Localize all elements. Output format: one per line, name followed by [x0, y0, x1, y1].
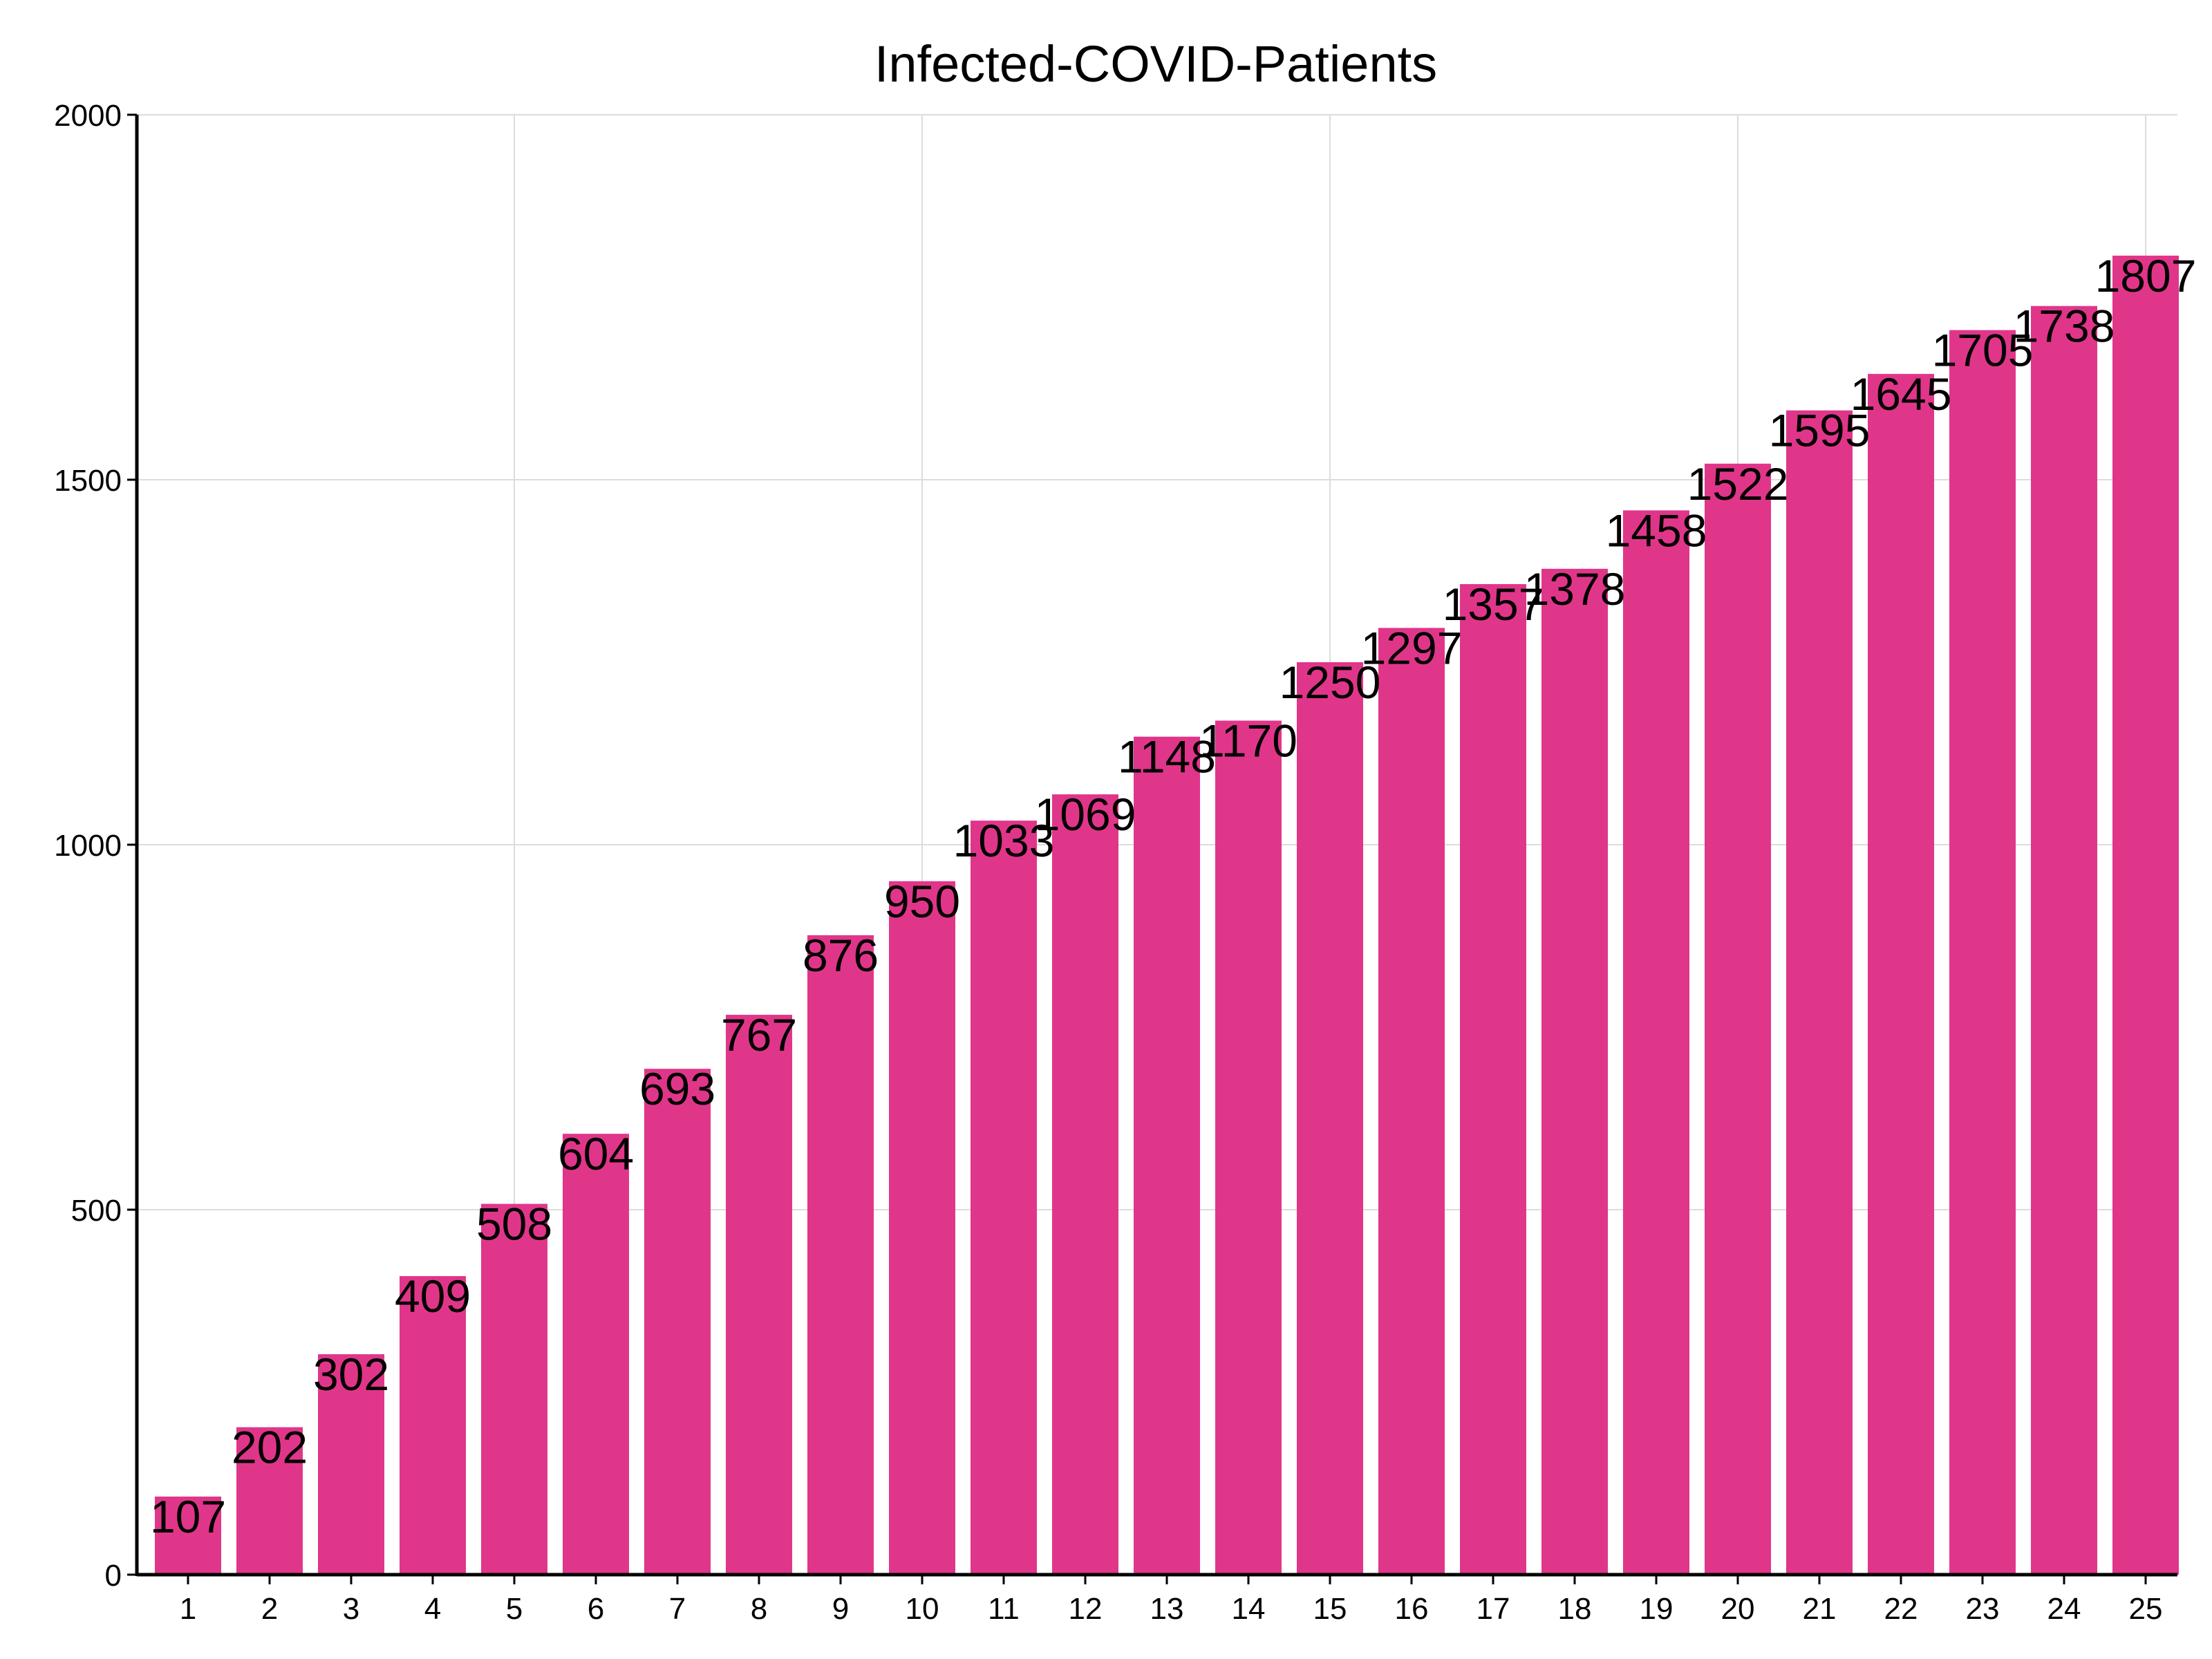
data-label: 876 — [803, 930, 879, 981]
data-label: 767 — [721, 1009, 797, 1060]
data-label: 950 — [884, 876, 960, 927]
bar — [563, 1134, 629, 1575]
data-label: 1738 — [2014, 301, 2115, 352]
data-label: 604 — [558, 1128, 634, 1179]
data-label: 1522 — [1687, 458, 1789, 509]
x-tick-label: 23 — [1966, 1592, 2000, 1626]
x-tick-label: 16 — [1395, 1592, 1429, 1626]
bar — [807, 935, 874, 1575]
x-tick-label: 5 — [506, 1592, 523, 1626]
data-label: 1170 — [1199, 715, 1297, 766]
bar — [1949, 330, 2016, 1575]
x-tick-label: 15 — [1313, 1592, 1347, 1626]
bar — [1297, 662, 1363, 1575]
data-label: 508 — [476, 1199, 552, 1250]
x-tick-label: 12 — [1069, 1592, 1103, 1626]
y-tick-label: 1500 — [54, 464, 122, 498]
bar — [400, 1276, 466, 1575]
bar — [726, 1015, 792, 1575]
x-tick-label: 22 — [1884, 1592, 1918, 1626]
data-label: 1297 — [1361, 622, 1463, 673]
x-tick-label: 20 — [1721, 1592, 1755, 1626]
x-tick-label: 14 — [1232, 1592, 1266, 1626]
data-label: 1458 — [1606, 505, 1707, 556]
x-tick-label: 10 — [906, 1592, 939, 1626]
x-tick-label: 1 — [180, 1592, 196, 1626]
bar — [481, 1203, 547, 1575]
y-tick-label: 0 — [105, 1559, 122, 1593]
data-label: 1033 — [953, 815, 1055, 866]
bar — [1705, 463, 1771, 1575]
x-tick-label: 6 — [588, 1592, 604, 1626]
chart-title: Infected-COVID-Patients — [874, 35, 1437, 93]
bar — [155, 1497, 221, 1575]
data-label: 1069 — [1035, 789, 1136, 840]
y-tick-label: 2000 — [54, 99, 122, 133]
y-tick-label: 1000 — [54, 829, 122, 863]
data-label: 202 — [232, 1422, 308, 1473]
x-tick-label: 8 — [751, 1592, 767, 1626]
data-label: 1357 — [1443, 579, 1544, 630]
bar — [644, 1069, 711, 1575]
data-label: 107 — [150, 1491, 226, 1542]
bar — [318, 1354, 384, 1575]
data-label: 1378 — [1524, 563, 1626, 615]
bar — [889, 881, 955, 1575]
data-label: 1595 — [1769, 405, 1871, 456]
bars — [155, 255, 2179, 1575]
bar — [1868, 373, 1934, 1575]
bar — [236, 1427, 303, 1575]
bar — [1460, 584, 1526, 1575]
bar — [1623, 510, 1689, 1575]
bar — [1052, 794, 1118, 1575]
bar — [2112, 255, 2179, 1575]
y-tick-label: 500 — [71, 1194, 122, 1228]
x-tick-label: 25 — [2129, 1592, 2163, 1626]
data-label: 409 — [395, 1271, 471, 1322]
data-label: 302 — [313, 1349, 389, 1400]
data-label: 1148 — [1118, 731, 1216, 782]
data-label: 1705 — [1932, 325, 2034, 376]
x-tick-label: 11 — [988, 1592, 1020, 1626]
x-tick-label: 9 — [832, 1592, 849, 1626]
bar — [2031, 306, 2097, 1575]
bar — [1378, 628, 1445, 1575]
x-tick-label: 4 — [424, 1592, 441, 1626]
x-tick-label: 18 — [1558, 1592, 1592, 1626]
x-tick-label: 2 — [261, 1592, 278, 1626]
x-tick-label: 17 — [1477, 1592, 1510, 1626]
bar — [971, 821, 1037, 1575]
bar — [1134, 736, 1200, 1575]
x-tick-label: 13 — [1150, 1592, 1184, 1626]
x-tick-label: 21 — [1803, 1592, 1837, 1626]
data-label: 1645 — [1850, 368, 1952, 420]
x-tick-label: 7 — [669, 1592, 686, 1626]
x-tick-label: 3 — [343, 1592, 359, 1626]
bar — [1541, 568, 1608, 1575]
bar — [1215, 720, 1282, 1575]
bar — [1786, 410, 1853, 1575]
data-label: 693 — [639, 1063, 715, 1114]
data-label: 1250 — [1280, 657, 1381, 708]
x-tick-label: 24 — [2047, 1592, 2081, 1626]
data-label: 1807 — [2095, 250, 2197, 301]
x-tick-label: 19 — [1640, 1592, 1674, 1626]
